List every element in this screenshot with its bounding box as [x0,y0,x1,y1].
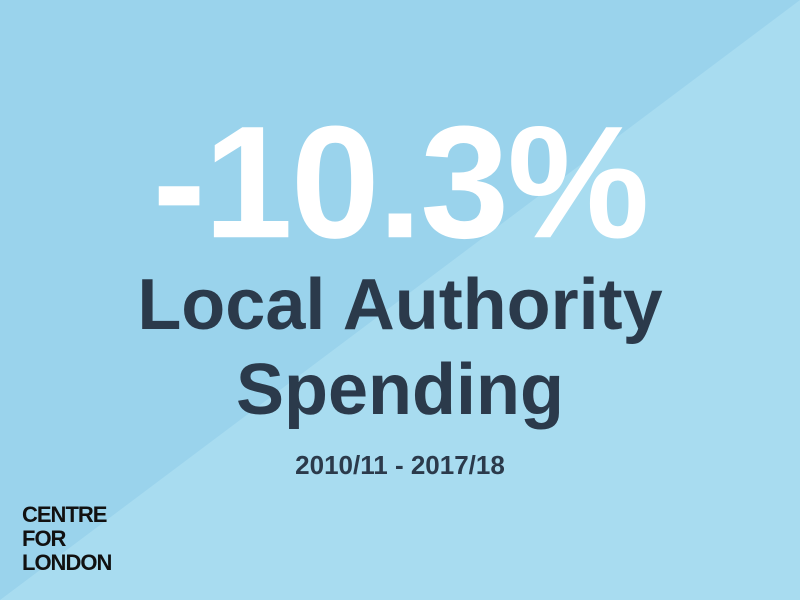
logo-line: CENTRE [22,502,107,527]
headline: -10.3% [153,92,648,271]
logo-line: FOR [22,526,67,551]
period: 2010/11 - 2017/18 [295,450,505,480]
title-line: Local Authority [137,265,662,345]
logo: CENTRE FOR LONDON [22,502,112,575]
title-line: Spending [236,350,564,430]
logo-line: LONDON [22,550,111,575]
